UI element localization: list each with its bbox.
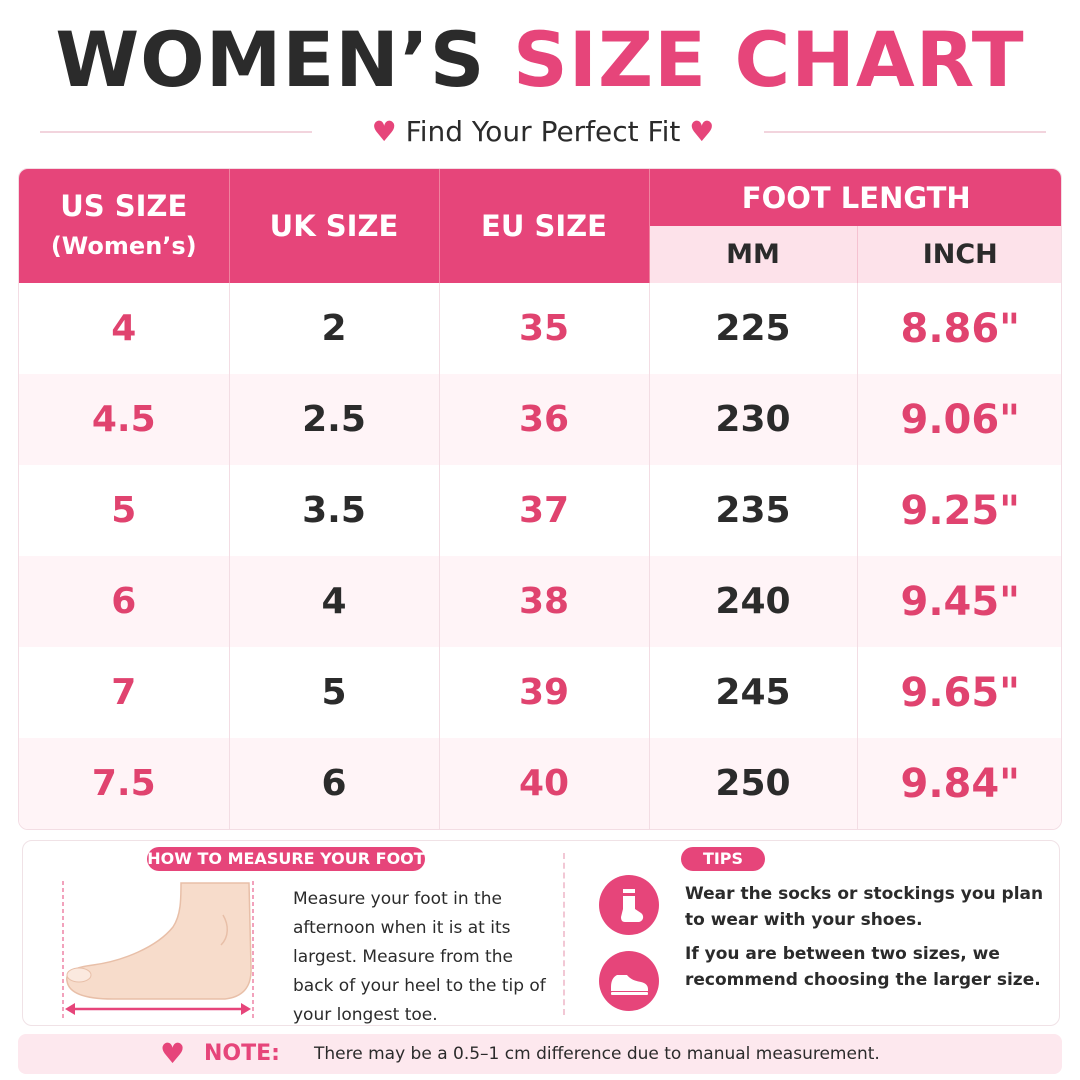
cell-eu: 35	[439, 283, 650, 374]
cell-us: 6	[19, 556, 230, 647]
subtitle-text: Find Your Perfect Fit	[405, 115, 681, 148]
cell-uk: 4	[229, 556, 440, 647]
cell-us: 4	[19, 283, 230, 374]
cell-uk: 5	[229, 647, 440, 738]
cell-us: 4.5	[19, 374, 230, 465]
tip-2: If you are between two sizes, we recomme…	[685, 944, 1041, 990]
title-part-2: SIZE CHART	[513, 15, 1025, 104]
table-row: 7.5 6 40 250 9.84"	[19, 738, 1061, 829]
tip-1: Wear the socks or stockings you plan to …	[685, 884, 1044, 930]
cell-uk: 2.5	[229, 374, 440, 465]
header-inch: INCH	[857, 226, 1061, 283]
header-mm: MM	[649, 226, 858, 283]
note-bar: ♥ NOTE: There may be a 0.5–1 cm differen…	[18, 1034, 1062, 1074]
cell-mm: 245	[649, 647, 858, 738]
cell-mm: 250	[649, 738, 858, 829]
table-row: 4 2 35 225 8.86"	[19, 283, 1061, 374]
info-box: HOW TO MEASURE YOUR FOOT Measure your fo…	[22, 840, 1060, 1026]
subtitle-divider-left	[40, 131, 312, 133]
cell-us: 7.5	[19, 738, 230, 829]
note-label: NOTE:	[204, 1041, 280, 1066]
header-foot-length: FOOT LENGTH	[649, 169, 1061, 226]
foot-illustration	[62, 881, 254, 1021]
cell-us: 5	[19, 465, 230, 556]
cell-mm: 240	[649, 556, 858, 647]
shoe-icon	[599, 951, 659, 1011]
table-row: 7 5 39 245 9.65"	[19, 647, 1061, 738]
cell-uk: 2	[229, 283, 440, 374]
cell-eu: 38	[439, 556, 650, 647]
cell-eu: 36	[439, 374, 650, 465]
cell-eu: 40	[439, 738, 650, 829]
measure-text: Measure your foot in the afternoon when …	[293, 889, 546, 1025]
header-uk-size: UK SIZE	[229, 169, 440, 283]
cell-inch: 8.86"	[900, 305, 1021, 352]
cell-uk: 3.5	[229, 465, 440, 556]
tips-label: TIPS	[681, 847, 765, 871]
page-title: WOMEN’S SIZE CHART	[0, 14, 1080, 106]
subtitle-row: ♥ Find Your Perfect Fit ♥	[40, 112, 1046, 152]
measure-label: HOW TO MEASURE YOUR FOOT	[147, 847, 425, 871]
cell-inch: 9.06"	[857, 374, 1061, 465]
cell-eu: 39	[439, 647, 650, 738]
info-divider	[563, 853, 565, 1015]
header-us-size-label: US SIZE	[60, 189, 188, 223]
sock-icon	[599, 875, 659, 935]
cell-inch: 9.84"	[857, 738, 1061, 829]
cell-uk: 6	[229, 738, 440, 829]
cell-inch: 9.25"	[900, 487, 1021, 534]
header-eu-size: EU SIZE	[439, 169, 650, 283]
header-us-size-sub: (Women’s)	[50, 232, 197, 260]
heart-icon: ♥	[371, 115, 397, 148]
cell-mm: 235	[649, 465, 858, 556]
heart-icon: ♥	[689, 115, 715, 148]
table-row: 5 3.5 37 235 9.25"	[19, 465, 1061, 556]
cell-inch: 9.45"	[857, 556, 1061, 647]
table-row: 4.5 2.5 36 230 9.06"	[19, 374, 1061, 465]
subtitle-divider-right	[764, 131, 1046, 133]
cell-mm: 230	[649, 374, 858, 465]
table-row: 6 4 38 240 9.45"	[19, 556, 1061, 647]
cell-inch: 9.65"	[900, 669, 1021, 716]
cell-us: 7	[19, 647, 230, 738]
note-text: There may be a 0.5–1 cm difference due t…	[314, 1044, 880, 1064]
heart-icon: ♥	[160, 1037, 186, 1070]
title-part-1: WOMEN’S	[55, 15, 486, 104]
header-us-size: US SIZE (Women’s)	[19, 169, 230, 283]
cell-eu: 37	[439, 465, 650, 556]
size-table: US SIZE (Women’s) UK SIZE EU SIZE FOOT L…	[18, 168, 1062, 830]
subtitle: ♥ Find Your Perfect Fit ♥	[40, 112, 1046, 152]
cell-mm: 225	[649, 283, 858, 374]
